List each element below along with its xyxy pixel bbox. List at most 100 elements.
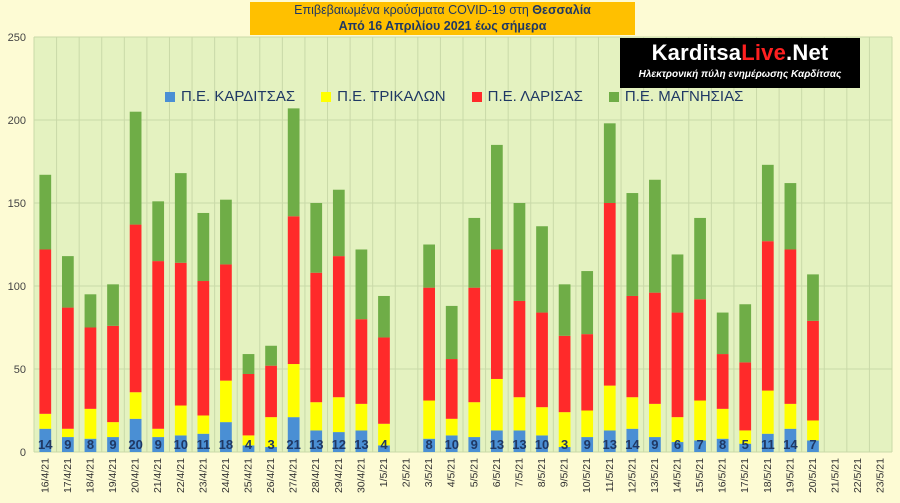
x-tick-label: 25/4/21 xyxy=(243,458,255,493)
data-label: 8 xyxy=(87,437,94,452)
bars xyxy=(39,108,819,452)
data-label: 3 xyxy=(561,437,568,452)
data-label: 7 xyxy=(809,437,816,452)
bar-segment xyxy=(378,295,390,338)
bar-segment xyxy=(332,432,345,452)
x-tick-label: 21/4/21 xyxy=(152,458,164,493)
bar-segment xyxy=(423,244,436,288)
legend-swatch xyxy=(471,91,482,102)
bar-segment xyxy=(265,447,277,452)
x-tick-label: 12/5/21 xyxy=(626,458,638,493)
bar-segment xyxy=(739,362,752,431)
bar-segment xyxy=(197,433,210,452)
legend-item-karditsa: Π.Ε. ΚΑΡΔΙΤΣΑΣ xyxy=(165,88,295,105)
legend-label: Π.Ε. ΚΑΡΔΙΤΣΑΣ xyxy=(181,88,296,105)
bar-segment xyxy=(310,402,323,431)
bar-segment xyxy=(355,249,368,320)
bar-segment xyxy=(61,437,74,452)
bar-segment xyxy=(626,428,639,452)
bar-segment xyxy=(355,403,368,431)
bar-segment xyxy=(649,179,661,293)
data-label: 18 xyxy=(219,437,233,452)
bar-segment xyxy=(761,241,774,391)
x-tick-label: 7/5/21 xyxy=(513,458,525,487)
x-tick-label: 13/5/21 xyxy=(649,458,661,493)
bar-segment xyxy=(807,440,819,452)
title-region: Θεσσαλία xyxy=(532,3,591,17)
bar-segment xyxy=(84,327,97,409)
bar-segment xyxy=(671,254,684,313)
bar-segment xyxy=(265,365,277,418)
bar-segment xyxy=(694,217,706,300)
bar-segment xyxy=(807,320,819,421)
bar-segment xyxy=(423,438,436,452)
bar-segment xyxy=(39,428,52,452)
x-tick-label: 24/4/21 xyxy=(220,458,232,493)
x-tick-label: 17/5/21 xyxy=(739,458,751,493)
y-tick-label: 150 xyxy=(8,198,26,210)
bar-segment xyxy=(84,294,97,328)
bar-segment xyxy=(39,413,52,429)
bar-segment xyxy=(626,295,639,398)
bar-segment xyxy=(784,403,797,429)
bar-segment xyxy=(310,203,323,273)
bar-segment xyxy=(152,437,165,452)
data-label: 12 xyxy=(332,437,346,452)
bar-segment xyxy=(445,418,458,436)
bar-segment xyxy=(197,212,210,282)
y-tick-label: 250 xyxy=(8,32,26,44)
y-tick-label: 100 xyxy=(8,281,26,293)
bar-segment xyxy=(490,378,503,431)
bar-segment xyxy=(716,312,729,355)
legend-swatch xyxy=(321,91,332,102)
data-label: 3 xyxy=(267,437,274,452)
data-label: 9 xyxy=(64,437,71,452)
bar-segment xyxy=(107,437,119,452)
data-label: 8 xyxy=(426,437,433,452)
bar-segment xyxy=(332,189,345,257)
x-tick-label: 10/5/21 xyxy=(581,458,593,493)
bar-segment xyxy=(265,345,277,366)
bar-segment xyxy=(174,262,187,406)
data-label: 14 xyxy=(625,437,640,452)
data-label: 13 xyxy=(512,437,526,452)
logo-tagline: Ηλεκτρονική πύλη ενημέρωσης Καρδίτσας xyxy=(638,69,842,80)
bar-segment xyxy=(807,274,819,321)
bar-segment xyxy=(84,408,97,439)
bar-segment xyxy=(671,312,684,418)
x-tick-label: 18/5/21 xyxy=(762,458,774,493)
bar-segment xyxy=(558,284,571,336)
legend-label: Π.Ε. ΜΑΓΝΗΣΙΑΣ xyxy=(624,88,744,105)
bar-segment xyxy=(61,428,74,438)
data-label: 14 xyxy=(783,437,798,452)
x-tick-label: 27/4/21 xyxy=(288,458,300,493)
bar-segment xyxy=(197,415,210,434)
bar-segment xyxy=(152,261,165,429)
bar-segment xyxy=(581,334,594,411)
bar-segment xyxy=(761,433,774,452)
y-tick-label: 50 xyxy=(14,364,26,376)
bar-segment xyxy=(784,183,797,250)
bar-segment xyxy=(220,380,232,423)
bar-segment xyxy=(739,443,752,452)
bar-segment xyxy=(242,354,255,374)
data-label: 10 xyxy=(535,437,549,452)
x-tick-label: 30/4/21 xyxy=(355,458,367,493)
bar-segment xyxy=(490,144,503,250)
x-tick-label: 18/4/21 xyxy=(84,458,96,493)
data-label: 10 xyxy=(444,437,458,452)
x-tick-label: 20/5/21 xyxy=(807,458,819,493)
bar-segment xyxy=(581,437,594,452)
bar-segment xyxy=(603,203,616,386)
legend-item-trikala: Π.Ε. ΤΡΙΚΑΛΩΝ xyxy=(321,88,446,105)
data-label: 14 xyxy=(38,437,53,452)
x-tick-label: 11/5/21 xyxy=(604,458,616,492)
logo-name-1: Karditsa xyxy=(651,40,742,65)
bar-segment xyxy=(287,216,300,365)
bar-segment xyxy=(423,400,436,439)
bar-segment xyxy=(581,271,594,335)
bar-segment xyxy=(649,292,661,404)
bar-segment xyxy=(378,337,390,424)
bar-segment xyxy=(513,430,526,452)
